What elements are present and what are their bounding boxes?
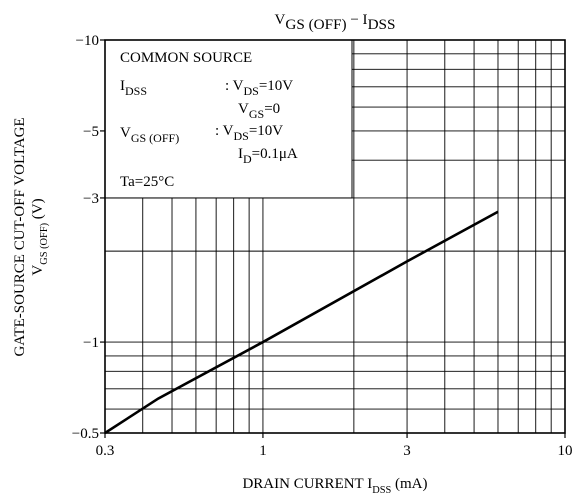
curve (104, 210, 499, 435)
y-axis-label-part: (V) (30, 198, 46, 223)
y-axis-label: GATE-SOURCE CUT-OFF VOLTAGE (12, 117, 28, 356)
annotation-sub: DSS (125, 84, 147, 98)
y-tick-label: −1 (83, 335, 99, 351)
annotation: ID=0.1μA (238, 146, 298, 166)
annotation-sub: GS (OFF) (131, 131, 179, 145)
annotation-part: I (238, 146, 243, 162)
y-tick-label: −3 (83, 191, 99, 207)
y-tick-label: −10 (76, 33, 99, 49)
y-tick-label: −5 (83, 124, 99, 140)
x-tick-label: 3 (403, 443, 411, 459)
x-tick-label: 1 (259, 443, 267, 459)
annotation-part: =10V (259, 78, 293, 94)
chart-title-part: − I (347, 12, 368, 28)
chart-title: VGS (OFF) − IDSS (275, 12, 396, 33)
x-axis-label: DRAIN CURRENT IDSS (mA) (242, 476, 427, 496)
chart-title-part: V (275, 12, 286, 28)
chart-title-sub: DSS (368, 16, 396, 33)
annotation-part: =0 (264, 101, 280, 117)
annotation: IDSS (120, 78, 147, 98)
annotation-part: V (120, 125, 131, 141)
annotation: VGS (OFF) (120, 125, 179, 145)
chart-title-sub: GS (OFF) (285, 16, 346, 33)
plot-frame (104, 39, 566, 434)
x-axis-label-sub: DSS (372, 485, 391, 496)
x-tick-label: 10 (558, 443, 573, 459)
annotation: VGS=0 (238, 101, 280, 121)
annotation-part: =10V (249, 123, 283, 139)
y-axis-label-part: V (30, 265, 46, 276)
annotation-sub: DS (243, 84, 258, 98)
legend-box (104, 39, 353, 199)
annotation: COMMON SOURCE (120, 50, 252, 66)
annotation-part: I (120, 78, 125, 94)
annotation: Ta=25°C (120, 174, 174, 190)
annotation-sub: D (243, 152, 252, 166)
y-axis-label-sub: GS (OFF) (39, 223, 50, 265)
annotation-sub: GS (249, 107, 264, 121)
annotation: : VDS=10V (215, 123, 283, 143)
annotation-part: Ta=25°C (120, 174, 174, 190)
annotation-part: V (238, 101, 249, 117)
annotation-part: : V (225, 78, 244, 94)
annotation-part: COMMON SOURCE (120, 50, 252, 66)
x-tick-label: 0.3 (96, 443, 115, 459)
y-tick-label: −0.5 (72, 426, 99, 442)
annotation-sub: DS (233, 129, 248, 143)
x-axis-label-part: DRAIN CURRENT I (242, 476, 372, 492)
annotation-part: : V (215, 123, 234, 139)
y-axis-label-part: GATE-SOURCE CUT-OFF VOLTAGE (12, 117, 28, 356)
annotation-part: =0.1μA (252, 146, 298, 162)
x-axis-label-part: (mA) (391, 476, 427, 492)
annotation: : VDS=10V (225, 78, 293, 98)
y-axis-label: VGS (OFF) (V) (30, 198, 50, 275)
